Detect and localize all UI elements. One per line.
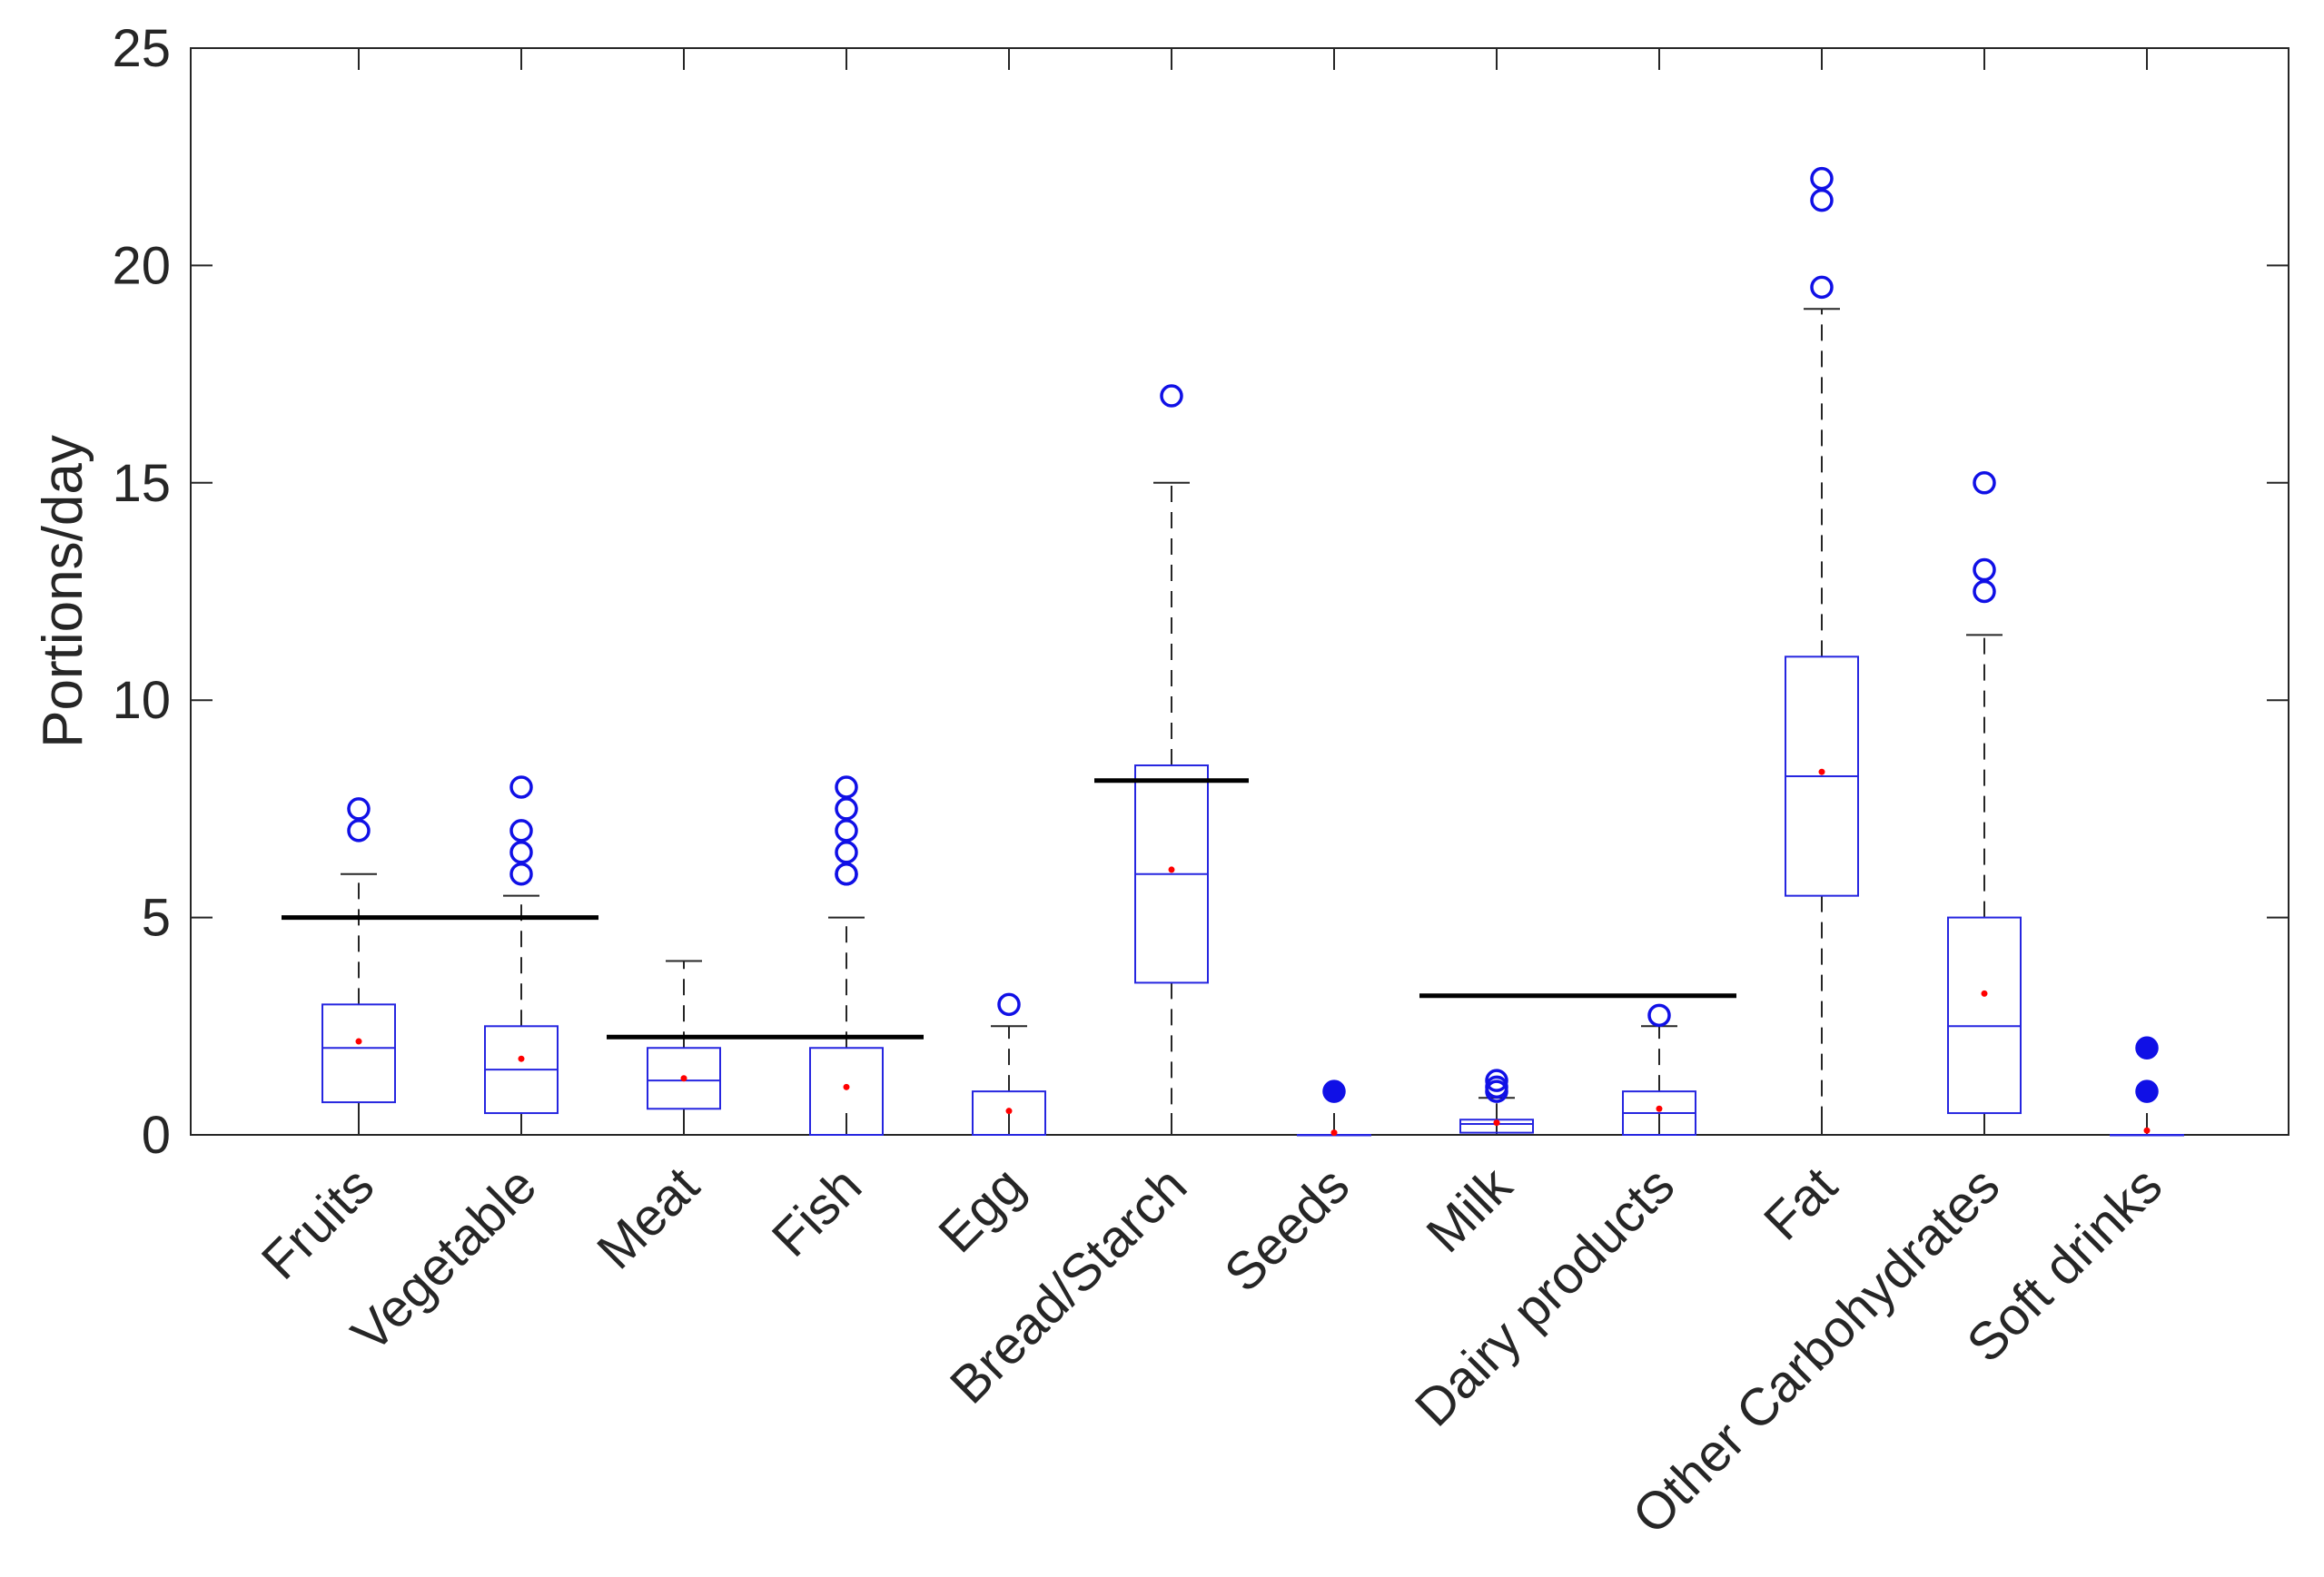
mean-marker — [1656, 1105, 1663, 1112]
box-group — [1297, 1079, 1371, 1137]
outlier-point — [835, 862, 858, 886]
iqr-box — [1947, 916, 2022, 1115]
mean-marker — [1981, 990, 1988, 997]
x-category-label: Egg — [927, 1156, 1035, 1264]
y-tick-label: 20 — [112, 236, 171, 295]
mean-marker — [680, 1075, 687, 1082]
outlier-point — [1647, 1003, 1671, 1028]
x-category-label: Fat — [1753, 1156, 1848, 1251]
mean-marker — [355, 1038, 362, 1045]
box-group — [484, 775, 559, 1136]
mean-marker — [1818, 768, 1825, 775]
mean-marker — [1168, 866, 1175, 873]
outlier-point — [1973, 579, 1996, 604]
mean-marker — [518, 1055, 525, 1062]
outlier-point — [1810, 188, 1834, 212]
outlier-point — [835, 819, 858, 843]
outlier-point — [1810, 166, 1834, 191]
x-category-label: Milk — [1415, 1156, 1524, 1265]
outlier-point — [347, 819, 371, 843]
x-category-label: Seeds — [1213, 1156, 1360, 1303]
outlier-point — [1973, 471, 1996, 495]
outlier-point — [347, 797, 371, 821]
y-tick-label: 15 — [112, 454, 171, 513]
box-group — [972, 992, 1046, 1136]
mean-marker — [1005, 1108, 1013, 1115]
boxes — [321, 166, 2184, 1137]
x-category-label: Fruits — [251, 1156, 385, 1290]
outlier-point — [509, 819, 533, 843]
y-tick-label: 10 — [112, 671, 171, 730]
outlier-point — [509, 841, 533, 864]
x-category-label: Fish — [761, 1156, 873, 1267]
box-group — [1459, 1069, 1534, 1136]
box-group — [809, 775, 884, 1136]
box-group — [1134, 384, 1209, 1136]
box-group — [1622, 1003, 1696, 1136]
outlier-point — [1160, 384, 1183, 408]
y-axis-title: Portions/day — [32, 435, 94, 748]
outlier-point — [835, 797, 858, 821]
iqr-box — [647, 1047, 721, 1110]
mean-marker — [1493, 1119, 1500, 1127]
plot-frame — [190, 47, 2289, 1136]
mean-marker — [2143, 1127, 2151, 1134]
box-group — [2110, 1036, 2184, 1137]
outlier-point — [1322, 1079, 1346, 1103]
x-category-label: Meat — [586, 1156, 710, 1280]
outlier-point — [835, 841, 858, 864]
outlier-point — [835, 775, 858, 799]
reference-lines — [282, 778, 1736, 1040]
mean-marker — [1330, 1129, 1338, 1137]
box-group — [1785, 166, 1859, 1136]
iqr-box — [321, 1003, 396, 1104]
y-tick-label: 5 — [142, 889, 171, 948]
outlier-point — [1485, 1075, 1508, 1099]
outlier-point — [1973, 557, 1996, 582]
box-group — [1947, 471, 2022, 1136]
mean-marker — [843, 1083, 850, 1090]
outlier-point — [997, 992, 1021, 1017]
axes — [190, 47, 2289, 1136]
y-axis-ticks: 0 5 10 15 20 25 — [112, 19, 2289, 1165]
y-tick-label: 0 — [142, 1106, 171, 1165]
y-tick-label: 25 — [112, 19, 171, 78]
outlier-point — [2135, 1036, 2159, 1060]
outlier-point — [2135, 1079, 2159, 1103]
outlier-point — [509, 775, 533, 799]
box-group — [647, 960, 721, 1136]
outlier-point — [509, 862, 533, 886]
outlier-point — [1485, 1069, 1508, 1092]
box-group — [321, 797, 396, 1136]
outlier-point — [1810, 275, 1834, 300]
